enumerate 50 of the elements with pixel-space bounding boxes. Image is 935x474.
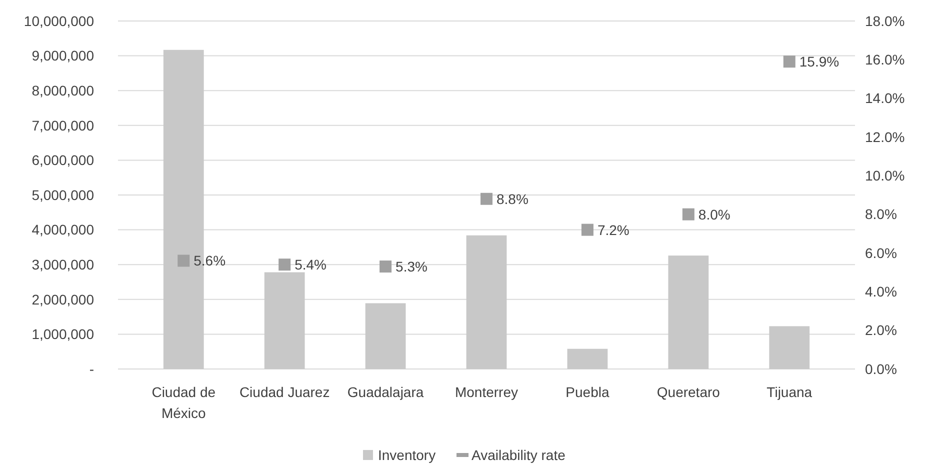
point — [783, 56, 796, 68]
y2-tick-label: 2.0% — [865, 322, 897, 338]
y-tick-label: - — [89, 360, 94, 377]
y-tick-label: 9,000,000 — [32, 48, 94, 64]
y2-tick-label: 0.0% — [865, 360, 897, 377]
y-tick-label: 6,000,000 — [32, 152, 94, 168]
x-tick-label: Monterrey — [454, 384, 518, 400]
y-tick-label: 10,000,000 — [24, 12, 94, 29]
y2-tick-label: 10.0% — [865, 168, 905, 184]
y2-tick-label: 12.0% — [865, 128, 905, 145]
data-label: 8.0% — [698, 206, 730, 222]
x-tick-label: Queretaro — [656, 384, 720, 400]
data-label: 5.4% — [294, 256, 327, 273]
x-tick-label: Ciudad Juarez — [239, 384, 330, 400]
y-tick-label: 1,000,000 — [32, 326, 94, 342]
point — [178, 254, 190, 267]
y-tick-label: 7,000,000 — [32, 117, 94, 134]
point — [682, 208, 694, 220]
legend-label: Inventory — [378, 447, 436, 463]
y-tick-label: 8,000,000 — [32, 82, 94, 98]
data-label: 5.6% — [194, 252, 226, 269]
point — [581, 224, 594, 236]
legend-label: Availability rate — [472, 447, 566, 463]
data-label: 7.2% — [597, 222, 630, 238]
y2-tick-label: 4.0% — [865, 284, 897, 300]
x-tick-label: Tijuana — [766, 384, 812, 400]
x-tick-label: Guadalajara — [347, 384, 424, 400]
data-label: 8.8% — [496, 190, 528, 207]
bar — [264, 272, 305, 369]
y2-tick-label: 16.0% — [865, 52, 905, 68]
point — [480, 192, 492, 205]
y-tick-label: 2,000,000 — [32, 291, 94, 308]
x-tick-label: Puebla — [566, 384, 610, 400]
data-label: 15.9% — [799, 54, 840, 70]
x-tick-label: Ciudad de México — [152, 384, 216, 421]
y2-tick-label: 8.0% — [865, 206, 897, 222]
y-tick-label: 5,000,000 — [32, 186, 94, 203]
bar — [668, 256, 709, 369]
bar — [466, 235, 507, 369]
bar — [769, 326, 810, 369]
data-label: 5.3% — [396, 258, 428, 275]
bar — [365, 303, 406, 369]
y2-tick-label: 6.0% — [865, 244, 897, 261]
y-tick-label: 4,000,000 — [32, 222, 94, 238]
y-tick-label: 3,000,000 — [32, 256, 94, 272]
bar — [567, 348, 608, 369]
point — [278, 258, 291, 271]
point — [380, 260, 392, 273]
y2-tick-label: 18.0% — [865, 12, 905, 29]
y2-tick-label: 14.0% — [865, 90, 905, 106]
